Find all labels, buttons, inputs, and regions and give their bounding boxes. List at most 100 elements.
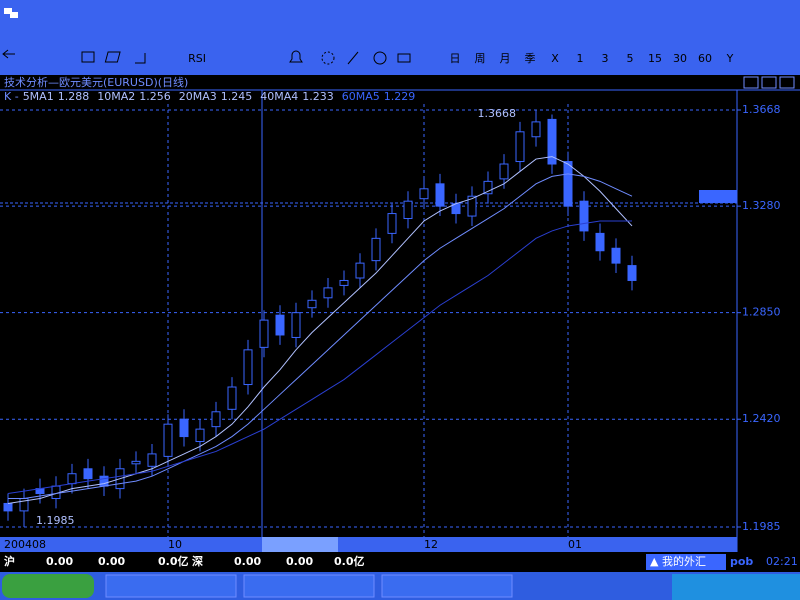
legend-name: 40MA4 [260, 90, 298, 103]
candle-body [3, 502, 13, 512]
toolbar-button[interactable]: 15 [648, 52, 662, 65]
toolbar-button[interactable]: 5 [627, 52, 634, 65]
toolbar-button[interactable]: 60 [698, 52, 712, 65]
chart-title: 技术分析—欧元美元(EURUSD)(日线) [4, 75, 188, 89]
tool-icon[interactable] [347, 51, 359, 65]
period-label: 日线 [741, 536, 763, 550]
y-tick-label: 1.3280 [742, 199, 781, 212]
toolbar-button[interactable]: 周 [475, 52, 486, 65]
candle-body [227, 386, 237, 410]
status-label: 沪 [4, 554, 15, 568]
legend-value: 1.229 [384, 90, 416, 103]
chart-panel [0, 75, 800, 552]
toolbar-button[interactable]: 日 [450, 52, 461, 65]
account-button[interactable] [646, 554, 726, 570]
status-value: 0.0亿 [158, 554, 189, 568]
task-button[interactable] [381, 574, 513, 598]
user-label: pob [730, 555, 753, 568]
legend-value: 1.256 [139, 90, 171, 103]
candle-body [515, 131, 525, 163]
status-value: 0.00 [98, 555, 125, 568]
candle-body [259, 319, 269, 348]
candle-body [547, 118, 557, 165]
legend-value: 1.233 [302, 90, 334, 103]
toolbar-button[interactable]: 1 [577, 52, 584, 65]
candle-body [275, 314, 285, 336]
candle-body [211, 411, 221, 428]
status-bar [0, 552, 800, 572]
task-button[interactable] [243, 574, 375, 598]
y-tick-label: 1.3668 [742, 103, 781, 116]
time-label: 02:21 [766, 555, 798, 568]
candle-body [291, 312, 301, 338]
legend-name: 5MA1 [23, 90, 54, 103]
alarm-icon[interactable] [289, 50, 303, 63]
tool-icon[interactable] [397, 53, 411, 63]
candle-body [131, 460, 141, 465]
x-tick-label: 01 [568, 538, 582, 551]
candle-body [483, 180, 493, 195]
candle-body [323, 287, 333, 299]
app-icon [4, 8, 18, 18]
start-button[interactable] [2, 574, 94, 598]
tool-icon[interactable] [135, 53, 146, 64]
window-button[interactable] [779, 76, 795, 89]
candle-body [147, 453, 157, 467]
status-value: 0.00 [234, 555, 261, 568]
candle-body [355, 262, 365, 279]
account-label[interactable]: ▲ 我的外汇 [650, 554, 706, 568]
candle-body [387, 213, 397, 234]
toolbar-button[interactable]: 季 [525, 52, 536, 65]
tool-icon[interactable] [104, 51, 121, 63]
x-tick-label: 12 [424, 538, 438, 551]
tool-icon[interactable] [321, 51, 335, 65]
candle-body [179, 418, 189, 438]
candle-body [403, 200, 413, 220]
toolbar-button[interactable]: RSI [188, 52, 206, 65]
candle-body [531, 121, 541, 138]
back-icon[interactable] [2, 49, 15, 59]
task-button[interactable] [105, 574, 237, 598]
toolbar-button[interactable]: 3 [602, 52, 609, 65]
candle-body [163, 423, 173, 457]
toolbar-button[interactable]: Y [726, 52, 734, 65]
candle-body [435, 183, 445, 207]
tool-icon[interactable] [373, 51, 387, 65]
candle-body [195, 428, 205, 443]
candle-body [595, 232, 605, 252]
x-axis-bar [0, 537, 737, 552]
candle-body [371, 237, 381, 262]
candle-body [339, 279, 349, 286]
candle-body [563, 161, 573, 207]
candle-body [83, 468, 93, 480]
window-button[interactable] [761, 76, 777, 89]
window-button[interactable] [743, 76, 759, 89]
ma-line [7, 156, 633, 504]
ma-line [7, 220, 632, 495]
status-label: 深 [192, 554, 203, 568]
annotation: 1.1985 [36, 514, 75, 527]
candle-body [419, 188, 429, 200]
legend-name: 60MA5 [342, 90, 380, 103]
candle-body [611, 247, 621, 264]
status-value: 0.00 [286, 555, 313, 568]
y-tick-label: 1.2420 [742, 412, 781, 425]
x-tick-label: 200408 [4, 538, 46, 551]
toolbar-button[interactable]: 30 [673, 52, 687, 65]
toolbar-button[interactable]: X [551, 52, 559, 65]
candle-body [307, 299, 317, 309]
y-tick-label: 1.2850 [742, 306, 781, 319]
tool-icon[interactable] [81, 51, 95, 63]
candle-body [467, 195, 477, 217]
crosshair-x-marker [262, 537, 338, 552]
candle-body [579, 200, 589, 232]
legend-value: 1.288 [58, 90, 90, 103]
y-tick-label: 1.1985 [742, 520, 781, 533]
toolbar-button[interactable]: 月 [500, 52, 511, 65]
crosshair-y-marker [699, 190, 737, 203]
ma-line [8, 173, 633, 500]
candle-body [243, 349, 253, 386]
status-value: 0.0亿 [334, 554, 365, 568]
